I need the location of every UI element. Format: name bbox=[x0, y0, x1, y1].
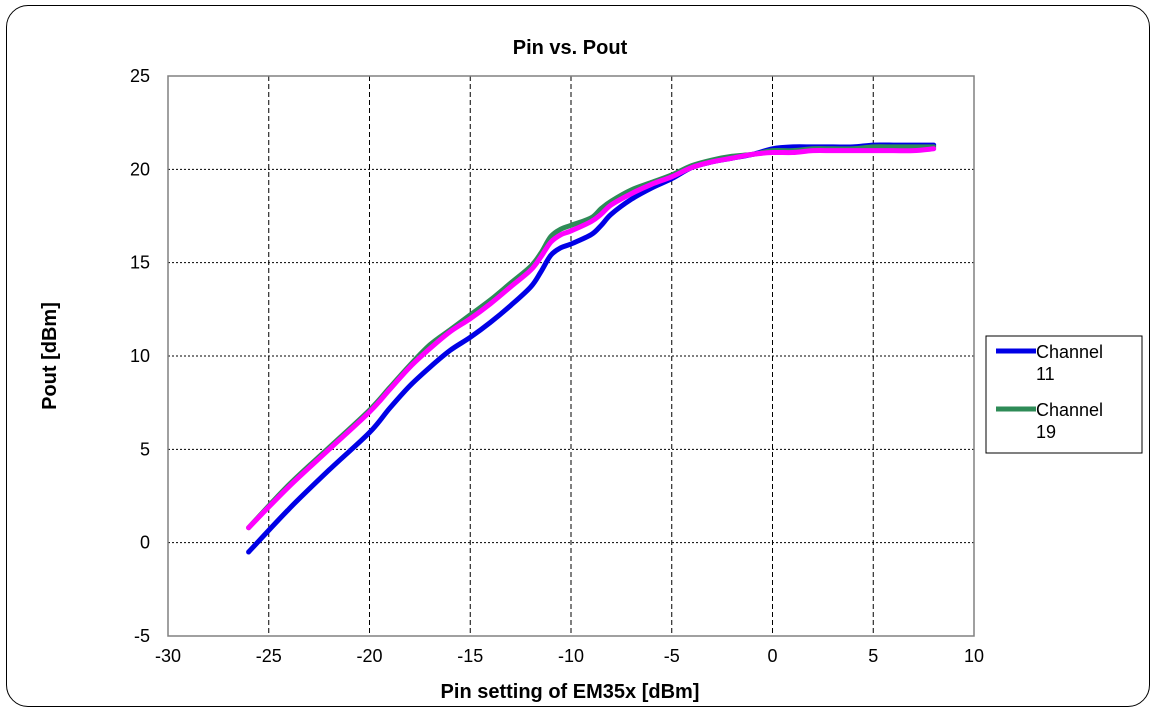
x-tick-label: 10 bbox=[964, 646, 984, 666]
legend-label: Channel 11 bbox=[1036, 342, 1103, 384]
grid bbox=[168, 76, 974, 636]
x-tick-labels: -30 -25 -20 -15 -10 -5 0 5 10 bbox=[155, 646, 984, 666]
legend: Channel 11 Channel 19 bbox=[985, 335, 1143, 454]
series-lines bbox=[246, 142, 937, 555]
y-axis-label: Pout [dBm] bbox=[39, 302, 61, 410]
x-tick-label: -15 bbox=[457, 646, 483, 666]
x-tick-label: -25 bbox=[256, 646, 282, 666]
x-tick-label: 5 bbox=[868, 646, 878, 666]
x-axis-label: Pin setting of EM35x [dBm] bbox=[441, 681, 700, 703]
x-tick-label: -10 bbox=[558, 646, 584, 666]
series-line-1 bbox=[246, 142, 937, 555]
legend-label: Channel 19 bbox=[1036, 400, 1103, 442]
y-tick-label: 25 bbox=[130, 66, 150, 86]
x-tick-label: -5 bbox=[664, 646, 680, 666]
y-tick-label: 0 bbox=[140, 533, 150, 553]
y-tick-label: 10 bbox=[130, 346, 150, 366]
plot-area-border bbox=[167, 75, 975, 637]
y-tick-label: 5 bbox=[140, 439, 150, 459]
y-tick-labels: -5 0 5 10 15 20 25 bbox=[130, 66, 150, 646]
y-tick-label: 15 bbox=[130, 253, 150, 273]
chart-title: Pin vs. Pout bbox=[513, 37, 628, 59]
x-tick-label: -30 bbox=[155, 646, 181, 666]
y-tick-label: 20 bbox=[130, 159, 150, 179]
x-tick-label: 0 bbox=[767, 646, 777, 666]
legend-box bbox=[985, 335, 1143, 454]
x-tick-label: -20 bbox=[356, 646, 382, 666]
y-tick-label: -5 bbox=[134, 626, 150, 646]
series-line-3 bbox=[246, 146, 937, 531]
series-line-2 bbox=[246, 144, 937, 531]
